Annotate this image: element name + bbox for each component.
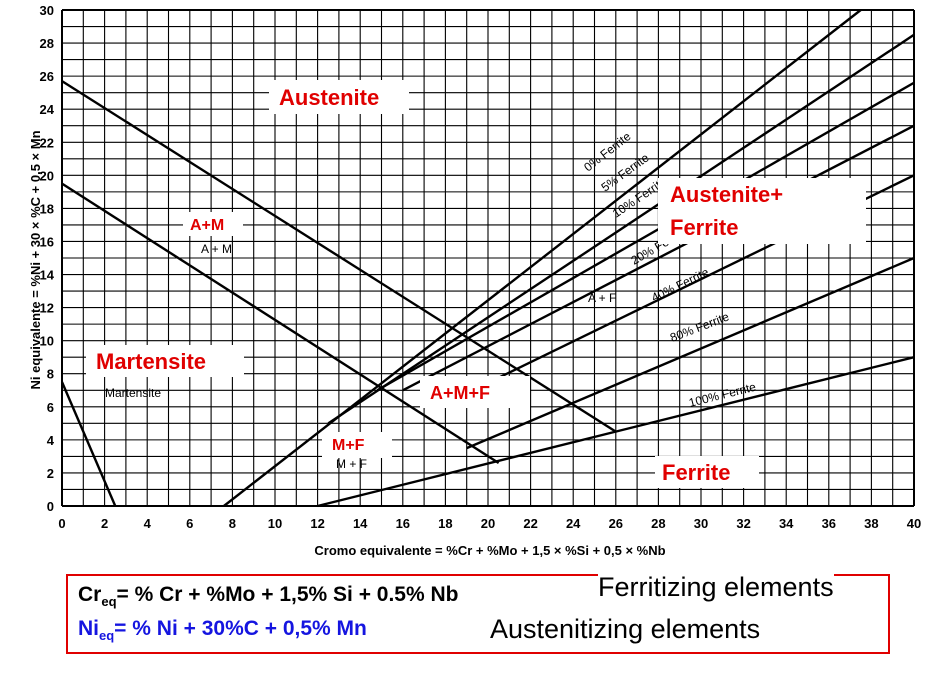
x-tick-label: 24 [566,516,581,531]
x-tick-label: 18 [438,516,452,531]
cr-eq-subscript: eq [101,594,117,610]
y-tick-label: 20 [40,168,54,183]
y-tick-label: 14 [40,268,55,283]
x-tick-label: 4 [144,516,152,531]
region-austenite-ferrite-2: Ferrite [670,215,738,240]
martensite-label-bg [86,345,244,377]
y-tick-label: 22 [40,135,54,150]
austenite-ferrite-label-bg [658,178,866,244]
series-line [402,124,915,392]
ferrite-label-bg [655,456,759,488]
x-tick-label: 20 [481,516,495,531]
y-tick-label: 6 [47,400,54,415]
y-tick-label: 30 [40,3,54,18]
label-a-plus-f: A + F [588,291,616,305]
austenite-label-bg [269,80,409,114]
y-tick-label: 24 [40,102,55,117]
x-tick-label: 26 [609,516,623,531]
region-ferrite: Ferrite [662,460,730,485]
formula-box [66,574,890,654]
y-tick-label: 2 [47,466,54,481]
label-m-plus-f-small: M + F [336,457,367,471]
region-austenite: Austenite [279,85,379,110]
x-tick-label: 12 [310,516,324,531]
x-tick-label: 34 [779,516,794,531]
region-m-f: M+F [332,437,365,454]
series-line [466,256,915,450]
a-m-f-label-bg [420,376,530,408]
region-martensite: Martensite [96,349,206,374]
y-tick-label: 12 [40,301,54,316]
series-line [327,33,915,425]
x-tick-label: 2 [101,516,108,531]
x-tick-label: 36 [822,516,836,531]
y-tick-label: 4 [47,433,55,448]
series-line [376,81,915,392]
ni-eq-formula: Nieq= % Ni + 30%C + 0,5% Mn [78,617,367,643]
x-tick-label: 38 [864,516,878,531]
x-tick-label: 30 [694,516,708,531]
series-line [60,381,117,507]
label-a-plus-m: A + M [201,242,232,256]
region-austenite-ferrite-1: Austenite+ [670,182,783,207]
x-tick-label: 0 [58,516,65,531]
y-tick-label: 18 [40,201,54,216]
cr-eq-formula: Creq= % Cr + %Mo + 1,5% Si + 0.5% Nb [78,583,458,609]
x-tick-label: 10 [268,516,282,531]
ni-eq-subscript: eq [99,628,115,644]
x-tick-label: 16 [396,516,410,531]
x-tick-label: 22 [523,516,537,531]
x-tick-label: 40 [907,516,921,531]
ni-eq-expression: = % Ni + 30%C + 0,5% Mn [114,617,367,640]
chart-grid [61,9,915,507]
ferritizing-elements-note: Ferritizing elements [598,572,834,603]
y-tick-label: 26 [40,69,54,84]
series-line [61,80,617,433]
x-tick-label: 6 [186,516,193,531]
m-f-label-bg [322,432,392,458]
y-axis-label: Ni equivalente = %Ni + 30 × %C + 0,5 × M… [28,130,43,389]
series-line [61,182,500,465]
a-m-label-bg [183,212,243,236]
y-tick-label: 16 [40,234,54,249]
region-a-m: A+M [190,217,224,234]
y-tick-label: 28 [40,36,54,51]
y-tick-label: 10 [40,334,54,349]
x-tick-label: 14 [353,516,368,531]
x-tick-labels: 0 2 4 6 8 10 12 14 16 18 20 22 24 26 28 30 32 34 36 38 40 [58,516,921,531]
label-martensite-small: Martensite [105,386,161,400]
y-tick-label: 8 [47,367,54,382]
y-tick-label: 0 [47,499,54,514]
x-axis-label: Cromo equivalente = %Cr + %Mo + 1,5 × %S… [314,543,665,558]
cr-eq-expression: = % Cr + %Mo + 1,5% Si + 0.5% Nb [116,583,459,606]
x-tick-label: 28 [651,516,665,531]
region-a-m-f: A+M+F [430,383,490,403]
x-tick-label: 32 [736,516,750,531]
ni-eq-symbol: Ni [78,617,99,640]
cr-eq-symbol: Cr [78,583,102,606]
austenitizing-elements-note: Austenitizing elements [490,614,761,645]
x-tick-label: 8 [229,516,236,531]
